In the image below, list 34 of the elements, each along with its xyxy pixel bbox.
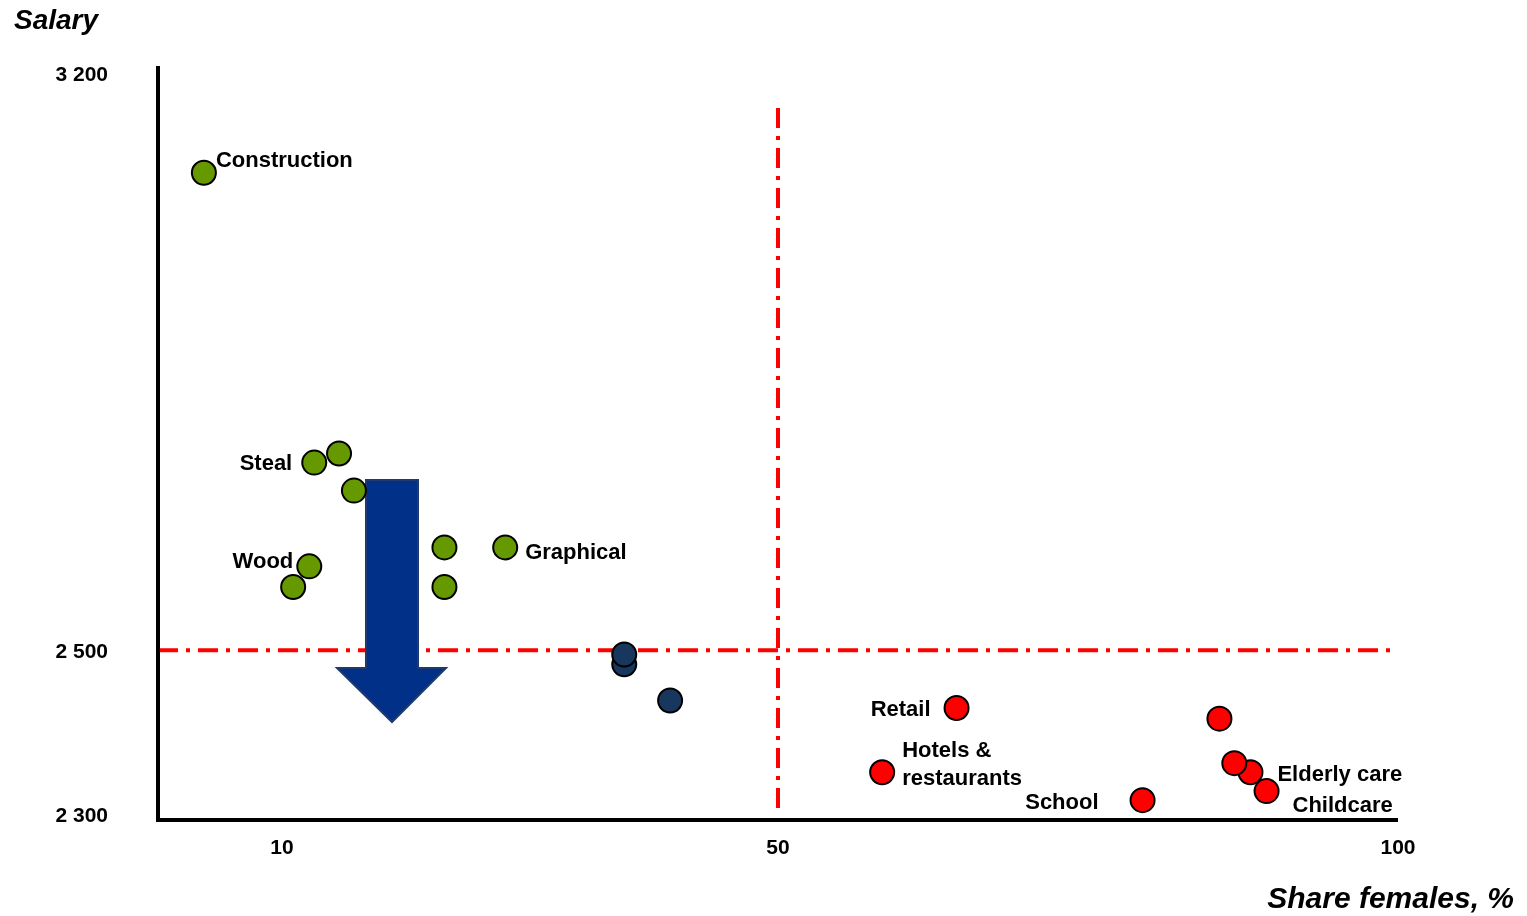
annotation: Retail [870,695,931,721]
annotation: School [1025,788,1099,814]
point [280,573,307,600]
point [296,553,323,580]
x-tick-label: 100 [1380,835,1416,858]
x-axis-title: Share females, % [1267,881,1514,914]
y-tick-label: 2 500 [55,638,108,662]
point [869,759,896,786]
annotation: Wood [232,548,294,574]
point [492,534,519,561]
annotation: Elderly care [1277,760,1403,786]
point [1129,787,1156,814]
point [611,641,638,668]
point [1253,778,1280,805]
point [657,687,684,714]
y-tick-label: 2 300 [55,803,108,827]
annotation: Steal [239,450,293,476]
annotation: Hotels & restaurants [902,736,1022,791]
x-tick-label: 10 [270,835,294,858]
y-tick-label: 3 200 [55,62,108,86]
point [326,440,353,467]
point [1221,750,1248,777]
point [431,534,458,561]
point [190,159,217,186]
annotation: Childcare [1292,791,1393,817]
annotation: Graphical [525,539,627,565]
point [340,477,367,504]
point [943,694,970,721]
x-tick-label: 50 [766,835,790,858]
y-axis-title: Salary [14,4,100,35]
point [431,573,458,600]
point [301,449,328,476]
point [1206,705,1233,732]
annotation: Construction [215,146,353,172]
